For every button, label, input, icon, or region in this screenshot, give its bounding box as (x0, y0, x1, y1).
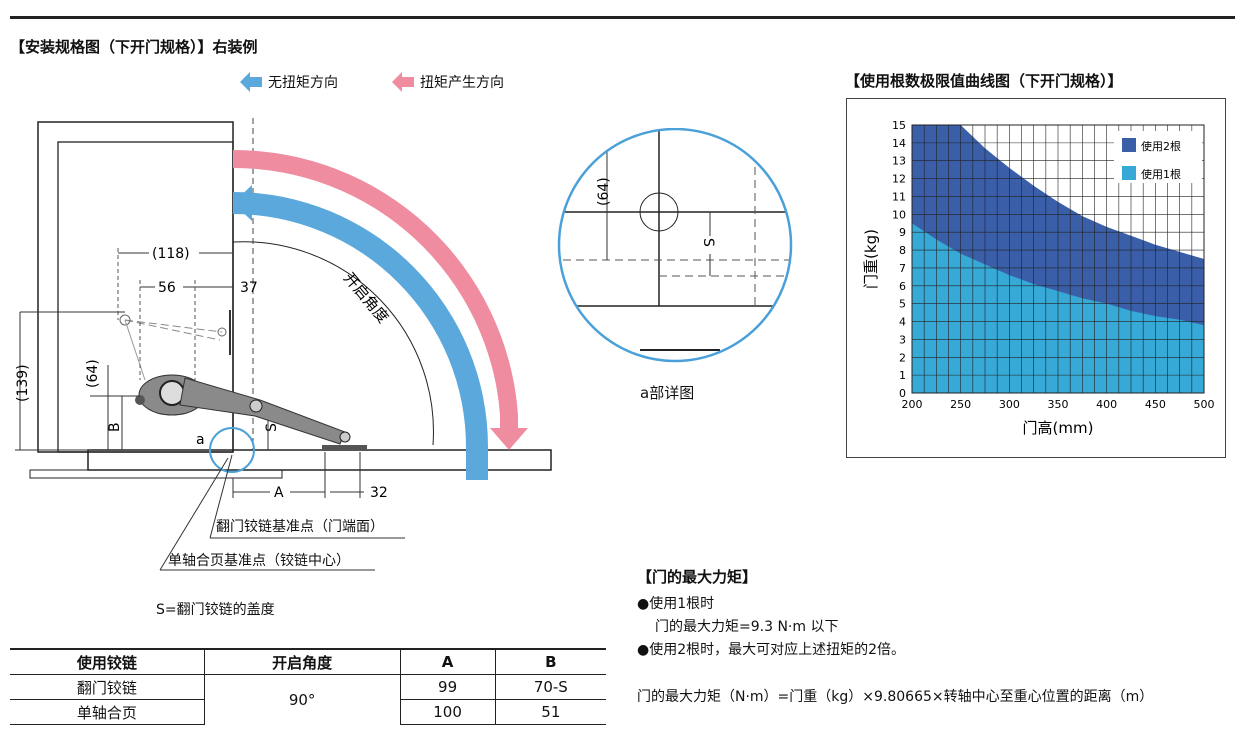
cell-angle: 90° (203, 674, 401, 725)
blue-arc-arrow (233, 192, 488, 480)
y-tick-label: 7 (899, 262, 906, 275)
y-tick-label: 6 (899, 280, 906, 293)
dim-A: A (274, 485, 284, 501)
y-tick-label: 10 (892, 208, 906, 221)
cell-B: 51 (494, 699, 606, 725)
blue-arrow-icon (240, 72, 262, 92)
y-tick-label: 14 (892, 137, 906, 150)
plot-border (911, 124, 1205, 394)
hinge-arm (179, 377, 346, 445)
x-axis-label: 门高(mm) (1023, 419, 1094, 437)
pink-arrow-head (490, 428, 528, 450)
torque-item2: ●使用2根时，最大可对应上述扭矩的2倍。 (637, 642, 906, 658)
x-tick-label: 350 (1048, 398, 1069, 411)
chart-title: 【使用根数极限值曲线图（下开门规格）】 (845, 72, 1123, 90)
y-tick-label: 11 (892, 190, 906, 203)
dim-37: 37 (240, 280, 258, 296)
dim-118: (118) (152, 246, 190, 262)
dim-139: (139) (15, 364, 31, 402)
pink-arc-arrow (233, 149, 518, 428)
blue-arrow-head (233, 185, 252, 221)
install-title: 【安装规格图（下开门规格）】右装例 (10, 38, 258, 56)
spec-table: 使用铰链 开启角度 A B 翻门铰链 90° 99 70-S 单轴合页 100 … (10, 648, 606, 725)
torque-formula: 门的最大力矩（N·m）=门重（kg）×9.80665×转轴中心至重心位置的距离（… (637, 689, 1154, 705)
label-a: a (196, 432, 205, 448)
cabinet-inner (57, 141, 234, 453)
chart-frame (846, 98, 1226, 458)
x-tick-label: 300 (999, 398, 1020, 411)
ref-single-label: 单轴合页基准点（铰链中心） (168, 553, 350, 569)
legend-swatch (1122, 166, 1136, 180)
y-tick-label: 2 (899, 351, 906, 364)
y-axis-label: 门重(kg) (862, 229, 880, 289)
y-tick-label: 0 (899, 387, 906, 400)
detail-dim-S: S (700, 238, 716, 247)
x-tick-label: 250 (950, 398, 971, 411)
col-hinge: 使用铰链 (10, 648, 205, 675)
x-tick-label: 500 (1194, 398, 1215, 411)
col-B: B (494, 648, 606, 675)
detail-a-drawing: (64) S (557, 128, 793, 363)
col-angle: 开启角度 (203, 648, 401, 675)
legend-torque-label: 扭矩产生方向 (420, 75, 504, 91)
legend-no-torque-label: 无扭矩方向 (268, 75, 338, 91)
dim-32: 32 (370, 485, 388, 501)
y-tick-label: 15 (892, 119, 906, 132)
pink-arrow-icon (392, 72, 414, 92)
legend-no-torque: 无扭矩方向 (240, 72, 338, 92)
legend-swatch (1122, 138, 1136, 152)
dim-64: (64) (85, 359, 101, 388)
ref-flap-label: 翻门铰链基准点（门端面） (216, 519, 384, 535)
dim-56: 56 (158, 280, 176, 296)
table-row: 翻门铰链 90° 99 70-S (10, 674, 606, 725)
y-tick-label: 8 (899, 244, 906, 257)
legend-torque: 扭矩产生方向 (392, 72, 504, 92)
torque-item1: ●使用1根时 (637, 596, 715, 612)
y-tick-label: 12 (892, 173, 906, 186)
opening-angle-label: 开启角度 (340, 269, 392, 327)
y-tick-label: 13 (892, 155, 906, 168)
s-note: S=翻门铰链的盖度 (156, 602, 275, 618)
y-tick-label: 1 (899, 369, 906, 382)
x-tick-label: 450 (1145, 398, 1166, 411)
install-diagram: 开启角度 (118) 56 37 (139) (64) B S a A 32 (15, 118, 552, 571)
detail-caption: a部详图 (640, 384, 695, 402)
dim-B: B (107, 422, 123, 432)
detail-a-circle (209, 427, 255, 473)
dim-S: S (264, 423, 280, 432)
y-tick-label: 9 (899, 226, 906, 239)
legend-label: 使用2根 (1141, 139, 1181, 153)
y-tick-label: 4 (899, 316, 906, 329)
ghost-arm (124, 319, 223, 333)
cell-A: 99 (399, 674, 496, 700)
cell-A: 100 (399, 699, 496, 725)
legend-label: 使用1根 (1141, 167, 1181, 181)
cell-hinge: 单轴合页 (10, 699, 205, 725)
torque-item1-detail: 门的最大力矩=9.3 N·m 以下 (655, 619, 839, 635)
detail-dim-64: (64) (596, 177, 612, 206)
torque-title: 【门的最大力矩】 (637, 568, 758, 586)
angle-arc (232, 241, 434, 446)
door-panel (87, 449, 552, 471)
x-tick-label: 400 (1096, 398, 1117, 411)
table-row: 单轴合页 100 51 (10, 699, 606, 725)
cell-B: 70-S (494, 674, 606, 700)
y-tick-label: 3 (899, 333, 906, 346)
detail-a-border (557, 128, 793, 363)
x-tick-label: 200 (902, 398, 923, 411)
col-A: A (399, 648, 496, 675)
cell-hinge: 翻门铰链 (10, 674, 205, 700)
base-plate (29, 469, 283, 479)
y-tick-label: 5 (899, 298, 906, 311)
top-rule (10, 16, 1235, 19)
